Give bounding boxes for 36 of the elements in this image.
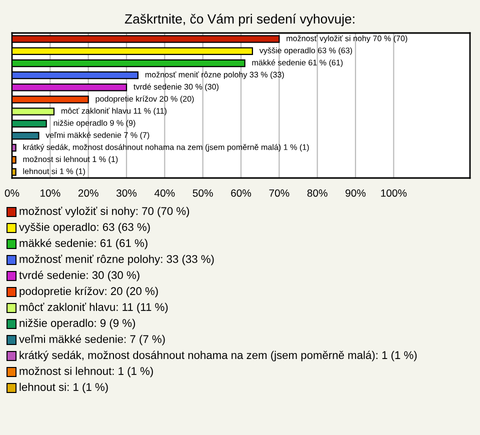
- text: veľmi mäkké sedenie: 7 (7 %): [19, 334, 165, 346]
- y-tick-label: možnosť vyložiť si nohy 70 % (70): [286, 35, 408, 43]
- text: mäkké sedenie: 61 (61 %): [20, 238, 148, 250]
- text: krátký sedák, možnost dosáhnout nohama na zem (jsem poměrně malá): 1 (1 %): [20, 350, 417, 362]
- y-tick-label: vyššie operadlo 63 % (63): [259, 47, 352, 55]
- x-tick-label: 90%: [346, 189, 366, 197]
- y-tick-label: možnost si lehnout 1 % (1): [23, 156, 118, 164]
- x-tick-label: 20%: [78, 189, 98, 197]
- text: lehnout si: 1 (1 %): [20, 382, 108, 394]
- text: podopretie krížov: 20 (20 %): [20, 286, 158, 298]
- x-tick-label: 80%: [307, 189, 328, 197]
- x-tick-label: 10%: [40, 189, 60, 197]
- x-tick-label: 100%: [381, 189, 407, 197]
- text: môcť zakloniť hlavu: 11 (11 %): [20, 302, 168, 314]
- x-tick-label: 30%: [116, 189, 137, 197]
- x-tick-label: 0%: [4, 189, 20, 197]
- text: možnost si lehnout: 1 (1 %): [20, 366, 153, 378]
- x-tick-label: 50%: [192, 189, 213, 197]
- text: vyššie operadlo: 63 (63 %): [19, 222, 150, 234]
- text: možnosť meniť rôzne polohy: 33 (33 %): [20, 254, 214, 266]
- y-tick-label: nižšie operadlo 9 % (9): [54, 120, 136, 128]
- y-tick-label: mäkké sedenie 61 % (61): [252, 59, 343, 68]
- x-tick-label: 60%: [231, 189, 252, 197]
- y-tick-label: tvrdé sedenie 30 % (30): [134, 84, 218, 92]
- chart-title: Zaškrtnite, čo Vám pri sedení vyhovuje:: [124, 14, 354, 26]
- y-tick-label: lehnout si 1 % (1): [23, 168, 85, 176]
- x-tick-label: 40%: [154, 189, 175, 197]
- y-tick-label: veľmi mäkké sedenie 7 % (7): [46, 132, 150, 140]
- y-tick-label: môcť zakloniť hlavu 11 % (11): [61, 108, 166, 116]
- y-tick-label: krátký sedák, možnost dosáhnout nohama na zem (jsem poměrně malá) 1 % (1): [23, 144, 309, 152]
- y-tick-label: podopretie krížov 20 % (20): [96, 96, 194, 104]
- text: možnosť vyložiť si nohy: 70 (70 %): [20, 206, 190, 218]
- text: nižšie operadlo: 9 (9 %): [20, 318, 136, 330]
- y-tick-label: možnosť meniť rôzne polohy 33 % (33): [145, 72, 284, 80]
- text: tvrdé sedenie: 30 (30 %): [19, 270, 140, 282]
- x-tick-label: 70%: [269, 189, 290, 197]
